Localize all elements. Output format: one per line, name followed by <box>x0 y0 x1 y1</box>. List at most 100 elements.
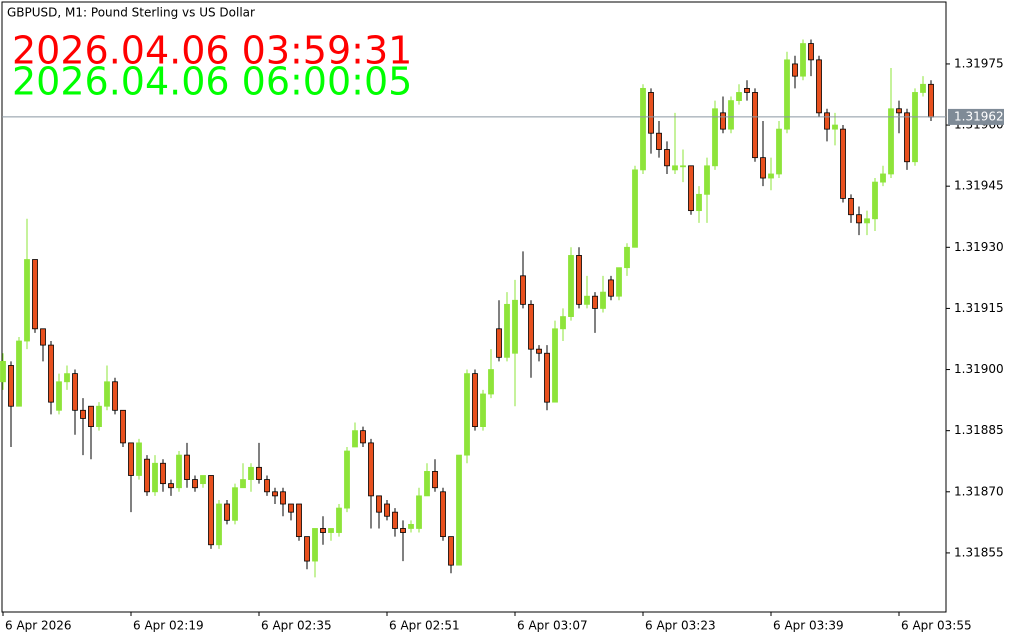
y-tick-label: 1.31900 <box>954 362 1004 376</box>
candle-body <box>584 295 590 305</box>
candle-body <box>672 165 678 171</box>
candle-body <box>296 503 302 538</box>
candle-body <box>864 218 870 224</box>
candle-body <box>696 193 702 212</box>
x-tick-label: 6 Apr 03:39 <box>773 619 844 633</box>
candle-body <box>144 458 150 493</box>
candle-body <box>832 124 838 130</box>
candle-body <box>664 149 670 167</box>
candle-body <box>104 381 110 407</box>
y-tick-label: 1.31915 <box>954 301 1004 315</box>
candle-body <box>488 369 494 395</box>
annotation: 2026.04.06 06:00:05 <box>12 60 412 104</box>
candle-body <box>576 255 582 305</box>
candle-body <box>120 409 126 444</box>
candle-body <box>872 181 878 220</box>
candle-body <box>176 454 182 489</box>
candle-body <box>136 442 142 476</box>
x-tick-label: 6 Apr 03:23 <box>645 619 716 633</box>
candle-body <box>272 491 278 497</box>
candle-body <box>312 528 318 562</box>
candle-body <box>256 466 262 480</box>
candle-body <box>48 344 54 403</box>
candle-body <box>688 165 694 212</box>
candle-body <box>56 381 62 411</box>
candle-body <box>536 348 542 354</box>
last-price-label: 1.31962 <box>954 109 1004 123</box>
candle-body <box>560 316 566 330</box>
candle-body <box>736 92 742 102</box>
candle-body <box>728 100 734 130</box>
candle-body <box>592 295 598 309</box>
candle-body <box>320 528 326 533</box>
candle-body <box>768 173 774 179</box>
candle-body <box>200 475 206 485</box>
candle-body <box>96 405 102 427</box>
candle-body <box>824 112 830 130</box>
candle-body <box>224 503 230 521</box>
candle-body <box>928 83 934 118</box>
candle-body <box>352 430 358 448</box>
candle-body <box>760 157 766 179</box>
candle-body <box>496 328 502 358</box>
candle-body <box>472 373 478 427</box>
candle-body <box>112 381 118 411</box>
candle-body <box>640 87 646 171</box>
candle-body <box>912 92 918 163</box>
candle-body <box>904 112 910 163</box>
candle-body <box>168 483 174 489</box>
candle-body <box>0 360 6 383</box>
candle-body <box>528 303 534 350</box>
candle-body <box>520 275 526 305</box>
candle-body <box>328 528 334 533</box>
candle-body <box>264 479 270 493</box>
candle-body <box>88 405 94 427</box>
candle-body <box>208 475 214 546</box>
candle-body <box>840 128 846 199</box>
candle-body <box>792 63 798 77</box>
candle-body <box>464 373 470 456</box>
y-tick-label: 1.31870 <box>954 484 1004 498</box>
candle-body <box>856 214 862 224</box>
y-tick-label: 1.31885 <box>954 423 1004 437</box>
candle-body <box>160 462 166 485</box>
candle-body <box>240 479 246 489</box>
candle-body <box>40 328 46 346</box>
candle-body <box>808 43 814 61</box>
candle-body <box>624 246 630 269</box>
y-tick-label: 1.31975 <box>954 56 1004 70</box>
candle-body <box>280 491 286 505</box>
candle-body <box>448 536 454 566</box>
candle-body <box>432 471 438 489</box>
candle-body <box>408 523 414 529</box>
candle-body <box>152 462 158 493</box>
candle-body <box>336 507 342 533</box>
candle-body <box>480 393 486 427</box>
candle-body <box>504 303 510 358</box>
candle-body <box>440 491 446 538</box>
chart-title: GBPUSD, M1: Pound Sterling vs US Dollar <box>7 6 255 20</box>
candle-body <box>72 373 78 411</box>
candle-body <box>32 259 38 330</box>
candle-body <box>704 165 710 195</box>
candle-body <box>752 92 758 159</box>
candle-body <box>568 255 574 317</box>
candle-body <box>712 108 718 167</box>
x-tick-label: 6 Apr 02:51 <box>389 619 460 633</box>
candle-body <box>512 299 518 354</box>
candle-body <box>184 454 190 480</box>
candle-body <box>416 495 422 529</box>
y-tick-label: 1.31930 <box>954 240 1004 254</box>
candle-body <box>632 169 638 248</box>
candle-body <box>248 466 254 480</box>
candle-body <box>720 112 726 130</box>
candle-body <box>920 83 926 93</box>
candle-body <box>80 409 86 419</box>
x-tick-label: 6 Apr 02:35 <box>261 619 332 633</box>
annotation: 2026.04.06 03:59:31 <box>12 29 412 73</box>
candle-body <box>816 59 822 114</box>
candle-body <box>360 430 366 444</box>
candle-body <box>544 352 550 403</box>
candle-body <box>616 267 622 297</box>
last-price-box <box>948 108 1004 125</box>
